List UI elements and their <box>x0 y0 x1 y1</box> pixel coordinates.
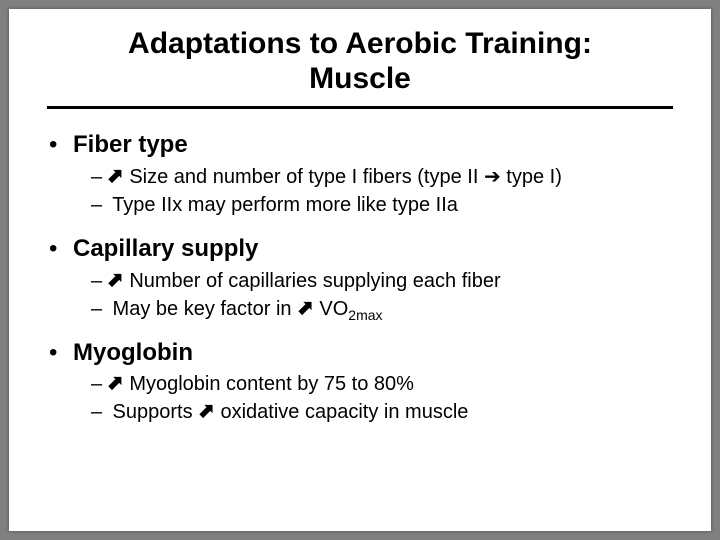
up-arrow-icon: ⬈ <box>198 398 215 425</box>
dash-icon: – <box>91 296 107 323</box>
sub-item: – Supports ⬈ oxidative capacity in muscl… <box>91 399 673 426</box>
dash-icon: – <box>91 268 107 295</box>
dash-icon: – <box>91 399 107 426</box>
right-arrow-icon: ➔ <box>484 164 501 191</box>
dash-icon: – <box>91 371 107 398</box>
title-underline <box>47 106 673 109</box>
sub-list: –⬈ Number of capillaries supplying each … <box>49 268 673 323</box>
bullet-dot-icon: • <box>49 235 73 264</box>
dash-icon: – <box>91 164 107 191</box>
slide: Adaptations to Aerobic Training: Muscle … <box>9 9 711 531</box>
sub-text-after: oxidative capacity in muscle <box>215 401 468 423</box>
up-arrow-icon: ⬈ <box>297 295 314 322</box>
sub-text: Size and number of type I fibers (type I… <box>124 166 484 188</box>
title-line-1: Adaptations to Aerobic Training: <box>128 27 592 60</box>
bullet-myoglobin: •Myoglobin –⬈ Myoglobin content by 75 to… <box>49 339 673 427</box>
sub-text: May be key factor in <box>107 298 297 320</box>
sub-text-after: type I) <box>501 166 562 188</box>
title-line-2: Muscle <box>309 62 411 95</box>
bullet-label: Myoglobin <box>73 339 193 366</box>
bullet-dot-icon: • <box>49 339 73 368</box>
slide-title: Adaptations to Aerobic Training: Muscle <box>47 27 673 104</box>
sub-item: – May be key factor in ⬈ VO2max <box>91 296 673 323</box>
sub-item: – Type IIx may perform more like type II… <box>91 192 673 219</box>
sub-item: –⬈ Myoglobin content by 75 to 80% <box>91 371 673 398</box>
bullet-label: Fiber type <box>73 131 188 158</box>
up-arrow-icon: ⬈ <box>107 267 124 294</box>
sub-item: –⬈ Number of capillaries supplying each … <box>91 268 673 295</box>
sub-text: Myoglobin content by 75 to 80% <box>124 373 414 395</box>
sub-text-after: VO <box>314 298 348 320</box>
sub-text: Supports <box>107 401 198 423</box>
bullet-label: Capillary supply <box>73 235 258 262</box>
bullet-dot-icon: • <box>49 131 73 160</box>
dash-icon: – <box>91 192 107 219</box>
sub-list: –⬈ Myoglobin content by 75 to 80% – Supp… <box>49 371 673 426</box>
up-arrow-icon: ⬈ <box>107 370 124 397</box>
bullet-fiber-type: •Fiber type –⬈ Size and number of type I… <box>49 131 673 219</box>
sub-list: –⬈ Size and number of type I fibers (typ… <box>49 164 673 219</box>
sub-item: –⬈ Size and number of type I fibers (typ… <box>91 164 673 191</box>
bullet-capillary-supply: •Capillary supply –⬈ Number of capillari… <box>49 235 673 323</box>
sub-text: Type IIx may perform more like type IIa <box>107 194 458 216</box>
subscript: 2max <box>348 307 382 323</box>
slide-content: •Fiber type –⬈ Size and number of type I… <box>47 131 673 426</box>
up-arrow-icon: ⬈ <box>107 163 124 190</box>
sub-text: Number of capillaries supplying each fib… <box>124 270 501 292</box>
